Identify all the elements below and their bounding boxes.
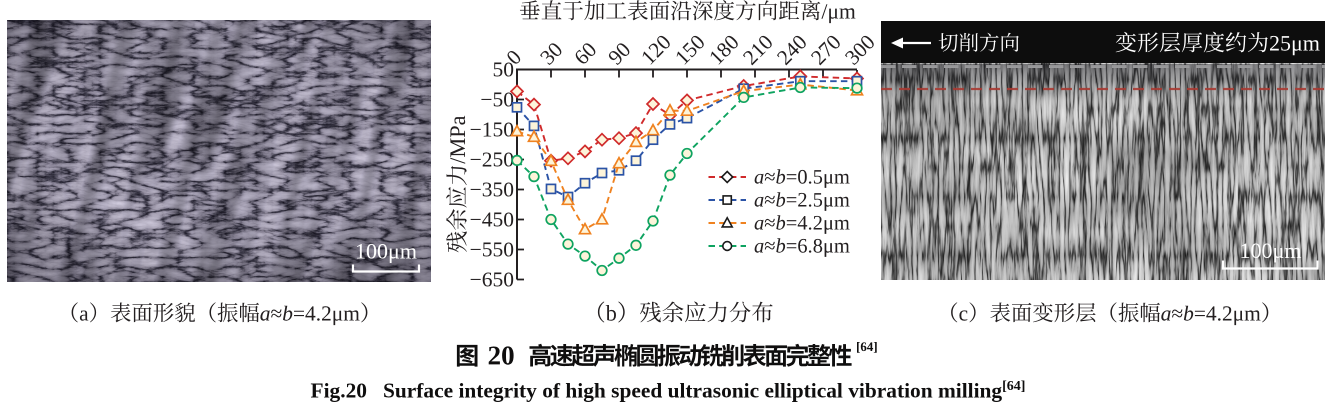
svg-text:−350: −350 bbox=[470, 178, 514, 202]
svg-text:240: 240 bbox=[772, 30, 812, 70]
svg-text:210: 210 bbox=[738, 30, 778, 70]
svg-text:−650: −650 bbox=[470, 268, 514, 292]
svg-text:−150: −150 bbox=[470, 118, 514, 142]
svg-text:Fig.20 Surface integrity of: Fig.20 Surface integrity of high speed u… bbox=[311, 379, 1026, 403]
svg-text:90: 90 bbox=[603, 37, 635, 69]
svg-text:−50: −50 bbox=[480, 88, 514, 112]
svg-text:180: 180 bbox=[704, 30, 744, 70]
svg-text:100μm: 100μm bbox=[1240, 238, 1302, 263]
svg-text:120: 120 bbox=[636, 30, 676, 70]
svg-text:50: 50 bbox=[493, 58, 515, 82]
svg-text:270: 270 bbox=[806, 30, 846, 70]
svg-text:−250: −250 bbox=[470, 148, 514, 172]
svg-text:150: 150 bbox=[670, 30, 710, 70]
svg-text:30: 30 bbox=[535, 37, 567, 69]
svg-text:−450: −450 bbox=[470, 208, 514, 232]
svg-text:300: 300 bbox=[840, 30, 880, 70]
svg-text:60: 60 bbox=[569, 37, 601, 69]
svg-text:−550: −550 bbox=[470, 238, 514, 262]
svg-text:100μm: 100μm bbox=[355, 239, 417, 264]
